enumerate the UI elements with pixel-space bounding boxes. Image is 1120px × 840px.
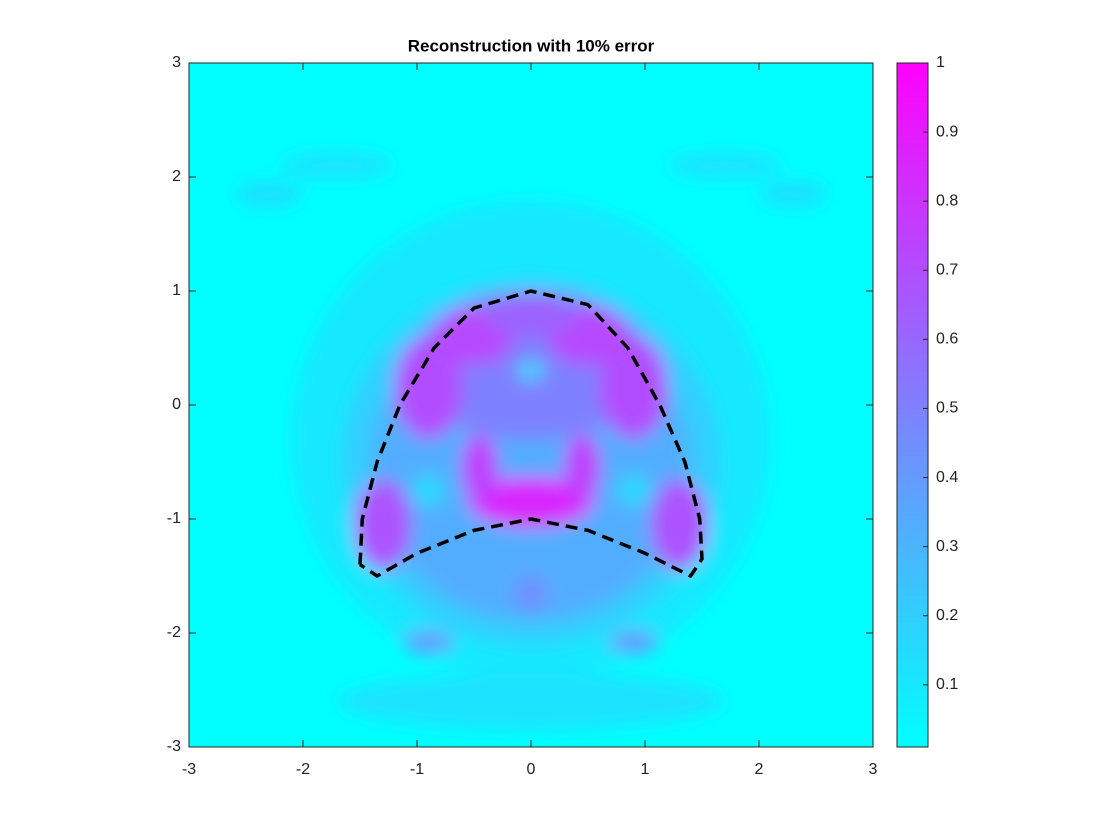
chart-title: Reconstruction with 10% error (408, 36, 655, 55)
field-blob (280, 151, 395, 180)
x-tick-label: 3 (869, 761, 878, 778)
colorbar-tick-label: 0.6 (936, 331, 958, 348)
field-blob (461, 433, 498, 502)
field-blob (617, 474, 650, 507)
x-tick-label: -3 (182, 761, 196, 778)
field (234, 151, 828, 730)
field-blob (403, 630, 454, 654)
x-tick-label: 1 (641, 761, 650, 778)
field-blob (667, 151, 782, 180)
colorbar-tick-label: 0.3 (936, 538, 958, 555)
field-blob (412, 474, 445, 507)
field-blob (337, 672, 725, 730)
x-tick-label: -1 (410, 761, 424, 778)
x-tick-label: 2 (755, 761, 764, 778)
y-tick-label: -3 (167, 738, 181, 755)
colorbar (896, 62, 929, 748)
field-blob (564, 433, 601, 502)
colorbar-tick-label: 1 (936, 54, 945, 71)
y-tick-label: 0 (172, 396, 181, 413)
x-tick-label: 0 (527, 761, 536, 778)
y-tick-label: -2 (167, 624, 181, 641)
field-blob (394, 336, 463, 440)
field-blob (468, 476, 594, 527)
y-tick-label: 3 (172, 54, 181, 71)
field-blob (608, 630, 659, 654)
field-blob (234, 180, 303, 208)
y-tick-label: -1 (167, 510, 181, 527)
colorbar-tick-label: 0.1 (936, 676, 958, 693)
y-tick-label: 2 (172, 168, 181, 185)
colorbar-tick-label: 0.8 (936, 192, 958, 209)
field-blob (354, 479, 412, 571)
field-blob (650, 479, 708, 571)
field-blob (513, 576, 549, 611)
boundary-curve (358, 289, 704, 578)
field-blob (759, 180, 828, 208)
colorbar-tick-label: 0.9 (936, 123, 958, 140)
field-blob (485, 295, 577, 337)
colorbar-tick-label: 0.4 (936, 469, 958, 486)
colorbar-tick-label: 0.2 (936, 607, 958, 624)
colorbar-tick-label: 0.7 (936, 261, 958, 278)
field-blob (599, 336, 668, 440)
colorbar-tick-label: 0.5 (936, 400, 958, 417)
field-blob (517, 361, 545, 380)
x-tick-label: -2 (296, 761, 310, 778)
y-tick-label: 1 (172, 282, 181, 299)
plot-area (189, 63, 873, 747)
